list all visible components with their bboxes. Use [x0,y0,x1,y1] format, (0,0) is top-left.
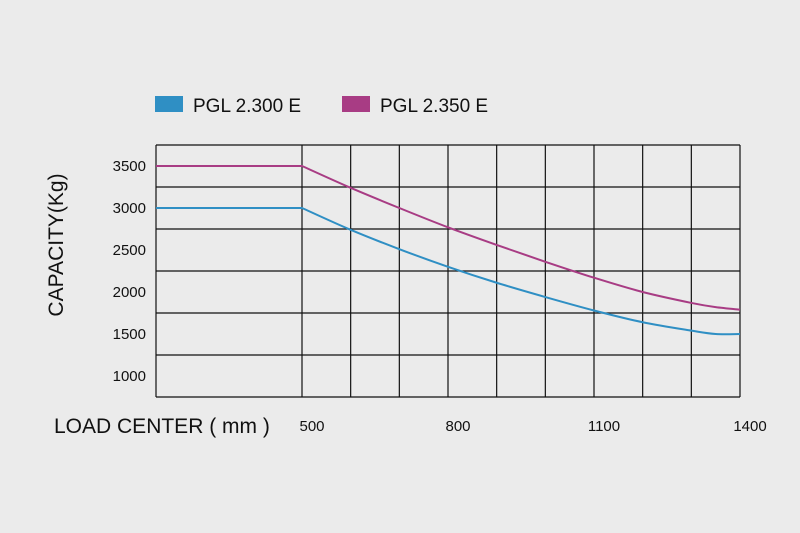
x-tick-label: 500 [299,418,324,435]
x-tick-label: 1100 [588,418,620,435]
legend-label: PGL 2.300 E [193,96,301,117]
series-lines [156,165,741,336]
y-tick-label: 1500 [113,326,146,343]
y-tick-label: 2500 [113,242,146,259]
chart-grid [155,144,741,398]
y-tick-label: 3000 [113,200,146,217]
y-tick-labels: 3500 3000 2500 2000 1500 1000 [113,158,146,385]
x-axis-label: LOAD CENTER ( mm ) [54,415,270,438]
x-tick-label: 1400 [733,418,766,435]
legend-swatch [342,96,370,112]
series-line [156,165,741,311]
x-tick-labels: 500 800 1100 1400 [299,418,766,435]
legend-swatch [155,96,183,112]
y-tick-label: 2000 [113,284,146,301]
legend-label: PGL 2.350 E [380,96,488,117]
x-tick-label: 800 [445,418,470,435]
legend: PGL 2.300 E PGL 2.350 E [155,96,488,117]
y-tick-label: 3500 [113,158,146,175]
series-line [156,207,741,336]
y-axis-label: CAPACITY(Kg) [45,173,68,316]
y-tick-label: 1000 [113,368,146,385]
